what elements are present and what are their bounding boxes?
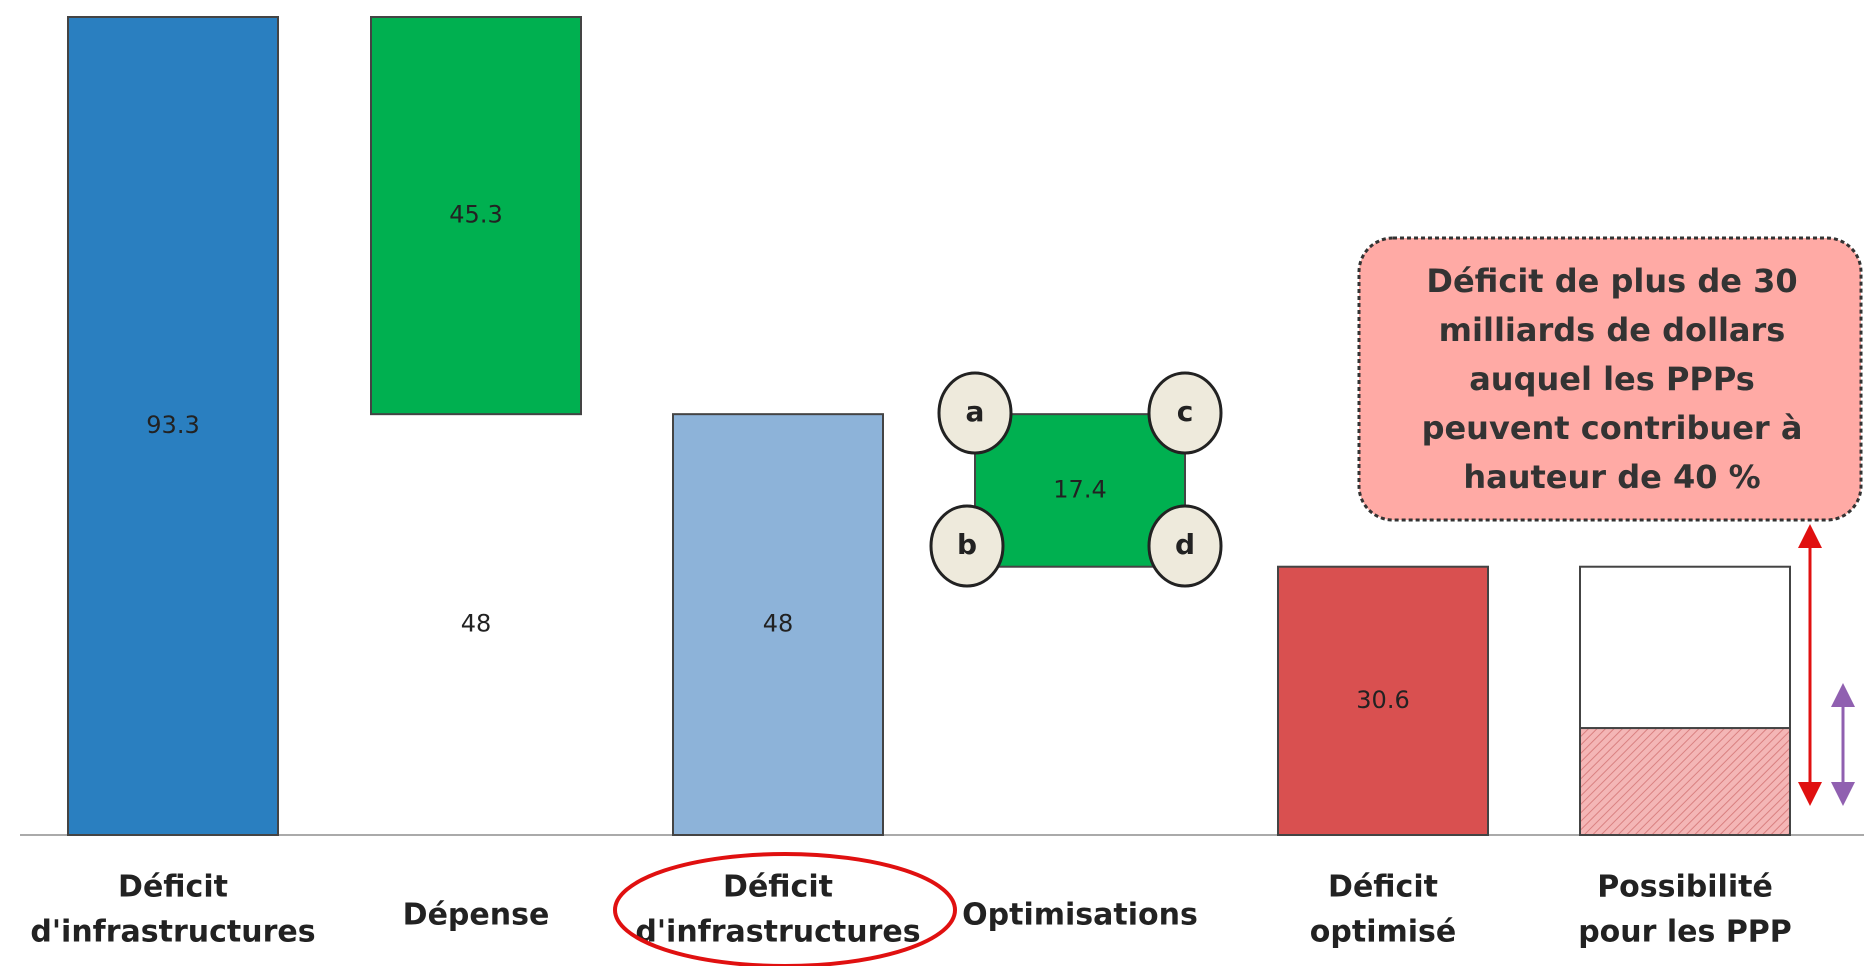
annotation-text: auquel les PPPs — [1469, 360, 1755, 398]
x-tick-label: Dépense — [403, 898, 550, 933]
bar — [1579, 565, 1791, 730]
bar — [370, 16, 582, 416]
bar — [672, 413, 884, 836]
x-tick-label: Déficit — [118, 870, 228, 905]
annotation-text: Déficit de plus de 30 — [1426, 262, 1797, 300]
bar — [975, 567, 1185, 835]
marker-circle — [1147, 371, 1223, 455]
bar — [67, 16, 279, 836]
x-tick-label: d'infrastructures — [30, 915, 315, 950]
marker-circle — [929, 504, 1005, 588]
x-tick-label: Possibilité — [1597, 870, 1773, 905]
marker-label: a — [966, 395, 985, 428]
x-tick-label: Déficit — [723, 870, 833, 905]
annotation-box — [1357, 236, 1863, 522]
marker-label: d — [1175, 528, 1195, 561]
marker-circle — [937, 371, 1013, 455]
marker-label: c — [1177, 395, 1194, 428]
bar — [1277, 565, 1489, 836]
annotation-text: peuvent contribuer à — [1422, 409, 1803, 447]
x-tick-label: optimisé — [1310, 915, 1456, 950]
value-label: 48 — [763, 610, 794, 638]
x-tick-label: pour les PPP — [1578, 915, 1792, 950]
value-label: 17.4 — [1053, 475, 1106, 503]
highlight-circle — [613, 852, 957, 966]
x-tick-label: Optimisations — [962, 898, 1198, 933]
value-label: 30.6 — [1356, 686, 1409, 714]
marker-label: b — [957, 528, 977, 561]
value-label: 48 — [461, 610, 492, 638]
annotation-text: milliards de dollars — [1439, 311, 1786, 349]
annotation-text: hauteur de 40 % — [1463, 458, 1760, 496]
value-label: 93.3 — [146, 411, 199, 439]
x-tick-label: Déficit — [1328, 870, 1438, 905]
value-label: 45.3 — [449, 201, 502, 229]
marker-circle — [1147, 504, 1223, 588]
x-tick-label: d'infrastructures — [635, 915, 920, 950]
bar — [1579, 727, 1791, 837]
